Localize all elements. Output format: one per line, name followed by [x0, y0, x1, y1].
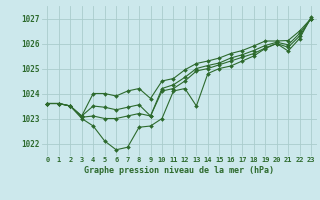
- X-axis label: Graphe pression niveau de la mer (hPa): Graphe pression niveau de la mer (hPa): [84, 166, 274, 175]
